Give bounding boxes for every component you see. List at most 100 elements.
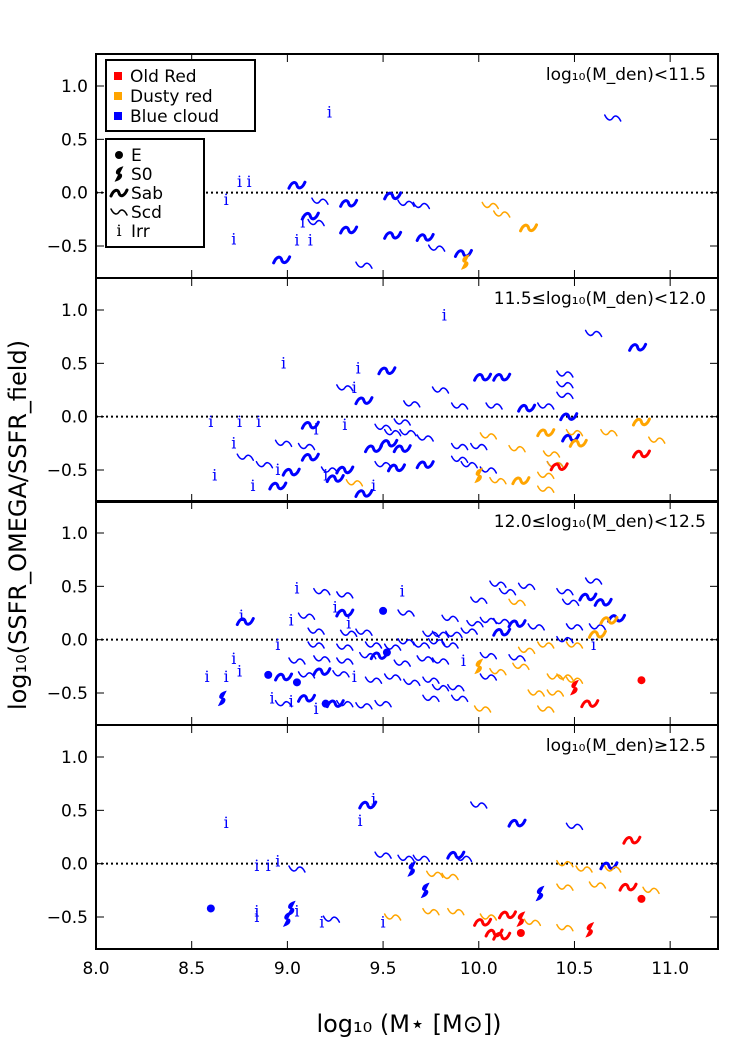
legend-swatch-blue-cloud bbox=[114, 112, 122, 120]
data-point-scd bbox=[364, 641, 383, 649]
data-point-scd bbox=[537, 641, 555, 649]
data-point-scd bbox=[489, 476, 507, 485]
data-point-sab bbox=[386, 463, 406, 473]
data-point-irr: i bbox=[356, 359, 361, 378]
legend-swatch-old-red bbox=[114, 72, 122, 80]
data-point-scd bbox=[374, 851, 392, 859]
data-point-scd bbox=[556, 923, 574, 932]
data-point-scd bbox=[422, 694, 440, 703]
data-point-scd bbox=[565, 676, 584, 684]
data-point-e bbox=[516, 929, 525, 937]
data-point-irr: i bbox=[275, 635, 280, 654]
data-point-sab bbox=[335, 608, 355, 618]
data-point-sab bbox=[599, 615, 619, 625]
data-point-sab bbox=[369, 651, 389, 661]
data-point-scd bbox=[537, 471, 555, 480]
legend-marker-irr: i bbox=[116, 221, 121, 240]
data-point-sab bbox=[631, 417, 651, 427]
data-point-scd bbox=[374, 460, 392, 469]
y-tick-label: 1.0 bbox=[61, 748, 88, 768]
data-point-s0 bbox=[407, 861, 417, 877]
data-point-irr: i bbox=[270, 688, 275, 707]
data-point-sab bbox=[235, 617, 255, 627]
data-point-sab bbox=[507, 818, 527, 828]
data-point-scd bbox=[422, 630, 440, 639]
data-point-scd bbox=[642, 886, 660, 895]
data-point-scd bbox=[565, 428, 584, 437]
data-point-s0 bbox=[570, 679, 579, 696]
legend-label: Old Red bbox=[130, 67, 197, 87]
y-axis-label: log₁₀(SSFR_OMEGA/SSFR_field) bbox=[4, 340, 32, 710]
data-point-scd bbox=[479, 651, 498, 660]
data-point-sab bbox=[358, 800, 378, 810]
data-point-irr: i bbox=[346, 614, 351, 633]
legend-marker-scd bbox=[110, 208, 128, 216]
data-point-scd bbox=[648, 436, 666, 444]
legend-label: Scd bbox=[131, 203, 162, 223]
legend-label: Irr bbox=[131, 222, 150, 242]
y-tick-label: 1.0 bbox=[61, 77, 88, 97]
data-point-scd bbox=[479, 673, 498, 681]
data-point-scd bbox=[274, 439, 293, 448]
data-point-scd bbox=[588, 881, 607, 889]
data-point-irr: i bbox=[591, 635, 596, 654]
data-point-scd bbox=[427, 244, 446, 252]
data-point-irr: i bbox=[327, 103, 332, 122]
data-point-scd bbox=[399, 428, 417, 437]
data-point-scd bbox=[508, 598, 526, 607]
data-point-scd bbox=[565, 623, 584, 631]
data-point-scd bbox=[512, 662, 530, 671]
data-point-scd bbox=[537, 705, 555, 713]
data-point-scd bbox=[556, 883, 574, 891]
data-point-scd bbox=[470, 801, 488, 809]
data-point-scd bbox=[355, 628, 373, 636]
data-point-irr: i bbox=[254, 902, 259, 921]
data-point-irr: i bbox=[256, 412, 261, 431]
data-point-irr: i bbox=[461, 651, 466, 670]
data-point-scd bbox=[479, 466, 498, 474]
y-tick-label: 0.0 bbox=[61, 408, 88, 428]
data-point-s0 bbox=[535, 885, 545, 902]
data-point-sab bbox=[392, 444, 412, 454]
legend-label: Sab bbox=[131, 184, 163, 204]
data-point-irr: i bbox=[381, 912, 386, 931]
data-point-scd bbox=[288, 865, 306, 873]
x-tick-label: 10.5 bbox=[556, 959, 594, 979]
data-point-sab bbox=[354, 488, 374, 498]
panel-2: −0.50.00.51.0 ii iii i i i iiiiiii11.5≤log₁₀(M… bbox=[47, 277, 719, 503]
data-point-scd bbox=[431, 630, 450, 639]
legend-label: Blue cloud bbox=[130, 107, 219, 127]
data-point-sab bbox=[354, 396, 374, 406]
data-point-irr: i bbox=[314, 419, 319, 438]
data-point-e bbox=[264, 670, 273, 679]
data-point-sab bbox=[578, 592, 598, 602]
data-point-scd bbox=[336, 657, 354, 665]
data-point-scd bbox=[565, 822, 584, 831]
data-point-sab bbox=[473, 372, 493, 382]
data-point-scd bbox=[393, 659, 411, 667]
data-point-scd bbox=[479, 913, 498, 921]
data-point-sab bbox=[628, 342, 648, 352]
data-point-sab bbox=[312, 667, 332, 677]
data-point-scd bbox=[479, 432, 498, 440]
data-point-irr: i bbox=[237, 662, 242, 681]
data-point-scd bbox=[307, 627, 325, 635]
data-point-sab bbox=[593, 597, 613, 607]
data-point-scd bbox=[498, 587, 517, 596]
data-point-scd bbox=[355, 261, 373, 269]
data-point-sab bbox=[492, 627, 512, 637]
data-point-s0 bbox=[585, 922, 595, 938]
data-point-irr: i bbox=[266, 856, 271, 875]
data-point-scd bbox=[603, 114, 622, 122]
data-point-s0 bbox=[474, 467, 484, 484]
data-point-scd bbox=[383, 643, 402, 651]
data-point-scd bbox=[556, 380, 574, 389]
data-point-scd bbox=[485, 402, 503, 410]
data-point-scd bbox=[313, 655, 331, 663]
data-point-irr: i bbox=[352, 378, 357, 397]
y-tick-label: 0.5 bbox=[61, 130, 88, 150]
panel-frame bbox=[95, 277, 719, 503]
data-point-sab bbox=[379, 438, 399, 448]
data-point-scd bbox=[470, 596, 488, 604]
